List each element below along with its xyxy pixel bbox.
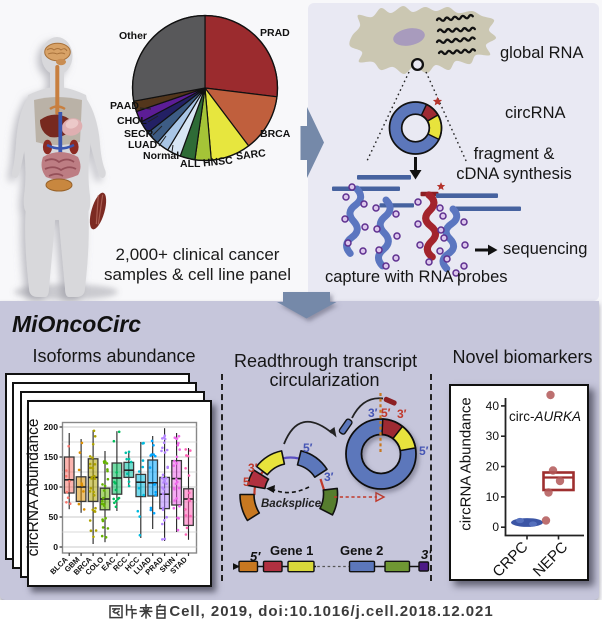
svg-text:50: 50 <box>48 512 58 522</box>
svg-text:100: 100 <box>44 482 59 492</box>
svg-text:150: 150 <box>44 452 59 462</box>
svg-text:0: 0 <box>53 542 58 552</box>
svg-text:40: 40 <box>486 399 500 413</box>
svg-text:10: 10 <box>486 490 500 504</box>
svg-text:200: 200 <box>44 422 59 432</box>
svg-text:circRNA Abundance: circRNA Abundance <box>458 397 475 530</box>
svg-text:20: 20 <box>486 460 500 474</box>
svg-text:0: 0 <box>492 520 499 534</box>
svg-text:30: 30 <box>486 429 500 443</box>
svg-text:circRNA Abundance: circRNA Abundance <box>25 419 42 557</box>
